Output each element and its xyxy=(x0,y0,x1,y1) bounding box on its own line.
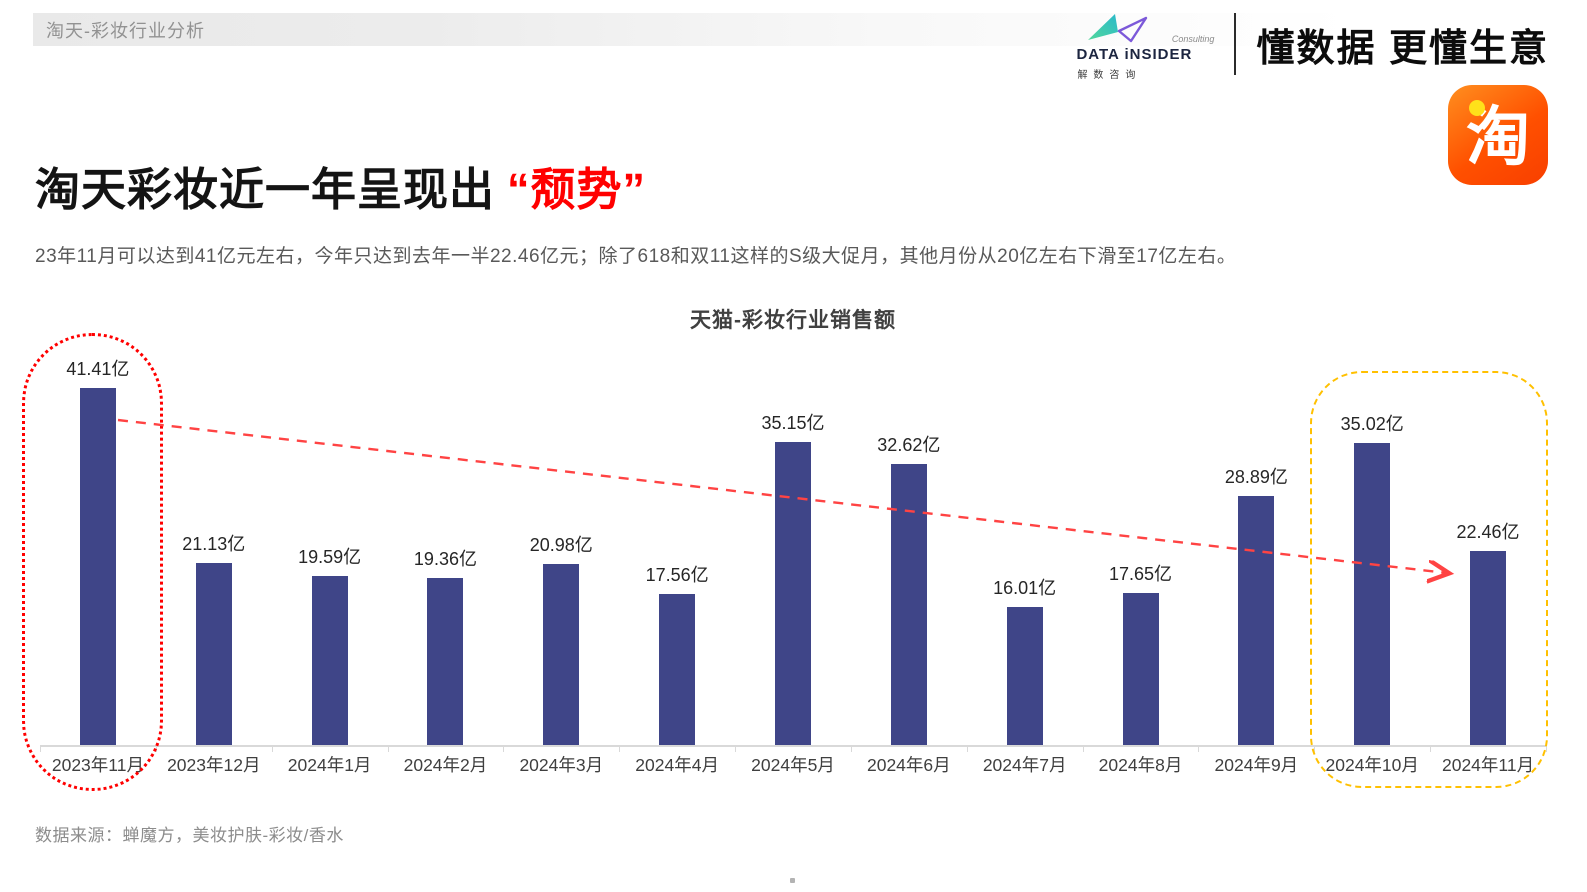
x-axis-label: 2024年9月 xyxy=(1214,755,1299,775)
bar xyxy=(311,576,348,745)
bar-slot: 20.98亿 xyxy=(503,355,619,745)
page-title: 淘天彩妆近一年呈现出 “颓势” xyxy=(35,153,646,218)
highlight-ring-last-two-bars xyxy=(1310,371,1548,788)
axis-tick xyxy=(1546,745,1547,752)
x-axis-label: 2024年2月 xyxy=(403,755,488,775)
bar-value-label: 35.15亿 xyxy=(761,413,825,433)
bar xyxy=(774,442,811,745)
axis-tick xyxy=(1082,745,1084,752)
bar-slot: 21.13亿 xyxy=(156,355,272,745)
logo-cn-name: 解数咨询 xyxy=(1077,70,1142,81)
brand-slogan: 懂数据 更懂生意 xyxy=(1256,27,1549,70)
bar-value-label: 17.56亿 xyxy=(645,565,709,585)
taobao-logo: 淘 xyxy=(1448,85,1548,185)
axis-tick xyxy=(271,745,273,752)
logo-wordmark: DATA iNSIDER xyxy=(1076,46,1193,63)
bar-value-label: 16.01亿 xyxy=(993,578,1057,598)
taobao-logo-dot xyxy=(1469,100,1485,116)
axis-tick xyxy=(619,745,621,752)
bar xyxy=(890,464,927,745)
brand-bar: Consulting DATA iNSIDER 解数咨询 懂数据 更懂生意 xyxy=(1076,8,1549,81)
data-insider-logo: Consulting DATA iNSIDER 解数咨询 xyxy=(1076,8,1215,81)
bar-value-label: 21.13亿 xyxy=(182,534,246,554)
bar-value-label: 20.98亿 xyxy=(529,535,593,555)
axis-tick xyxy=(503,745,505,752)
bar xyxy=(195,563,232,745)
bar-slot: 32.62亿 xyxy=(851,355,967,745)
axis-tick xyxy=(966,745,968,752)
bar-value-label: 19.59亿 xyxy=(298,547,362,567)
page-title-main: 淘天彩妆近一年呈现出 xyxy=(35,164,496,215)
x-axis-label: 2024年8月 xyxy=(1098,755,1183,775)
axis-tick xyxy=(735,745,737,752)
bar-value-label: 22.46亿 xyxy=(1456,522,1520,542)
bar xyxy=(1122,593,1159,745)
bar-slot: 19.36亿 xyxy=(388,355,504,745)
bar-slot: 22.46亿 xyxy=(1430,355,1546,745)
bar-value-label: 19.36亿 xyxy=(413,549,477,569)
bar xyxy=(427,578,464,745)
slide-footer-dot xyxy=(790,878,795,883)
bar-slot: 17.56亿 xyxy=(619,355,735,745)
data-source-note: 数据来源：蝉魔方，美妆护肤-彩妆/香水 xyxy=(35,826,344,845)
bar-slot: 35.15亿 xyxy=(735,355,851,745)
consulting-label: Consulting xyxy=(1171,34,1215,44)
x-axis-line xyxy=(40,745,1546,747)
bar xyxy=(1238,496,1275,745)
bar-slot: 19.59亿 xyxy=(272,355,388,745)
x-axis-label: 2024年1月 xyxy=(287,755,372,775)
axis-tick xyxy=(387,745,389,752)
x-axis-label: 2024年7月 xyxy=(982,755,1067,775)
bar xyxy=(1006,607,1043,745)
x-axis-label: 2024年6月 xyxy=(866,755,951,775)
bar-value-label: 28.89亿 xyxy=(1224,467,1288,487)
axis-tick xyxy=(1430,745,1432,752)
brand-divider xyxy=(1234,13,1237,75)
bar xyxy=(1470,551,1507,745)
axis-tick xyxy=(1198,745,1200,752)
breadcrumb-bar: 淘天-彩妆行业分析 xyxy=(33,13,1587,46)
bar-slot: 17.65亿 xyxy=(1083,355,1199,745)
x-axis-label: 2024年3月 xyxy=(519,755,604,775)
bowtie-logo-icon xyxy=(1088,14,1148,43)
bar-value-label: 32.62亿 xyxy=(877,435,941,455)
bar-slot: 28.89亿 xyxy=(1198,355,1314,745)
chart-title: 天猫-彩妆行业销售额 xyxy=(690,309,896,332)
bar xyxy=(659,594,696,745)
page-title-highlight: “颓势” xyxy=(507,164,647,215)
x-axis-label: 2023年12月 xyxy=(167,755,261,775)
bar xyxy=(79,388,116,745)
x-axis-label: 2024年4月 xyxy=(635,755,719,775)
bar-slot: 16.01亿 xyxy=(967,355,1083,745)
bar-value-label: 17.65亿 xyxy=(1108,564,1173,584)
highlight-ring-first-bar xyxy=(22,333,163,791)
page-subtitle: 23年11月可以达到41亿元左右，今年只达到去年一半22.46亿元；除了618和… xyxy=(35,246,1237,267)
bar-slot: 41.41亿 xyxy=(40,355,156,745)
axis-tick xyxy=(850,745,852,752)
x-axis-label: 2024年5月 xyxy=(751,755,835,775)
bar xyxy=(543,564,580,745)
breadcrumb: 淘天-彩妆行业分析 xyxy=(46,20,205,41)
